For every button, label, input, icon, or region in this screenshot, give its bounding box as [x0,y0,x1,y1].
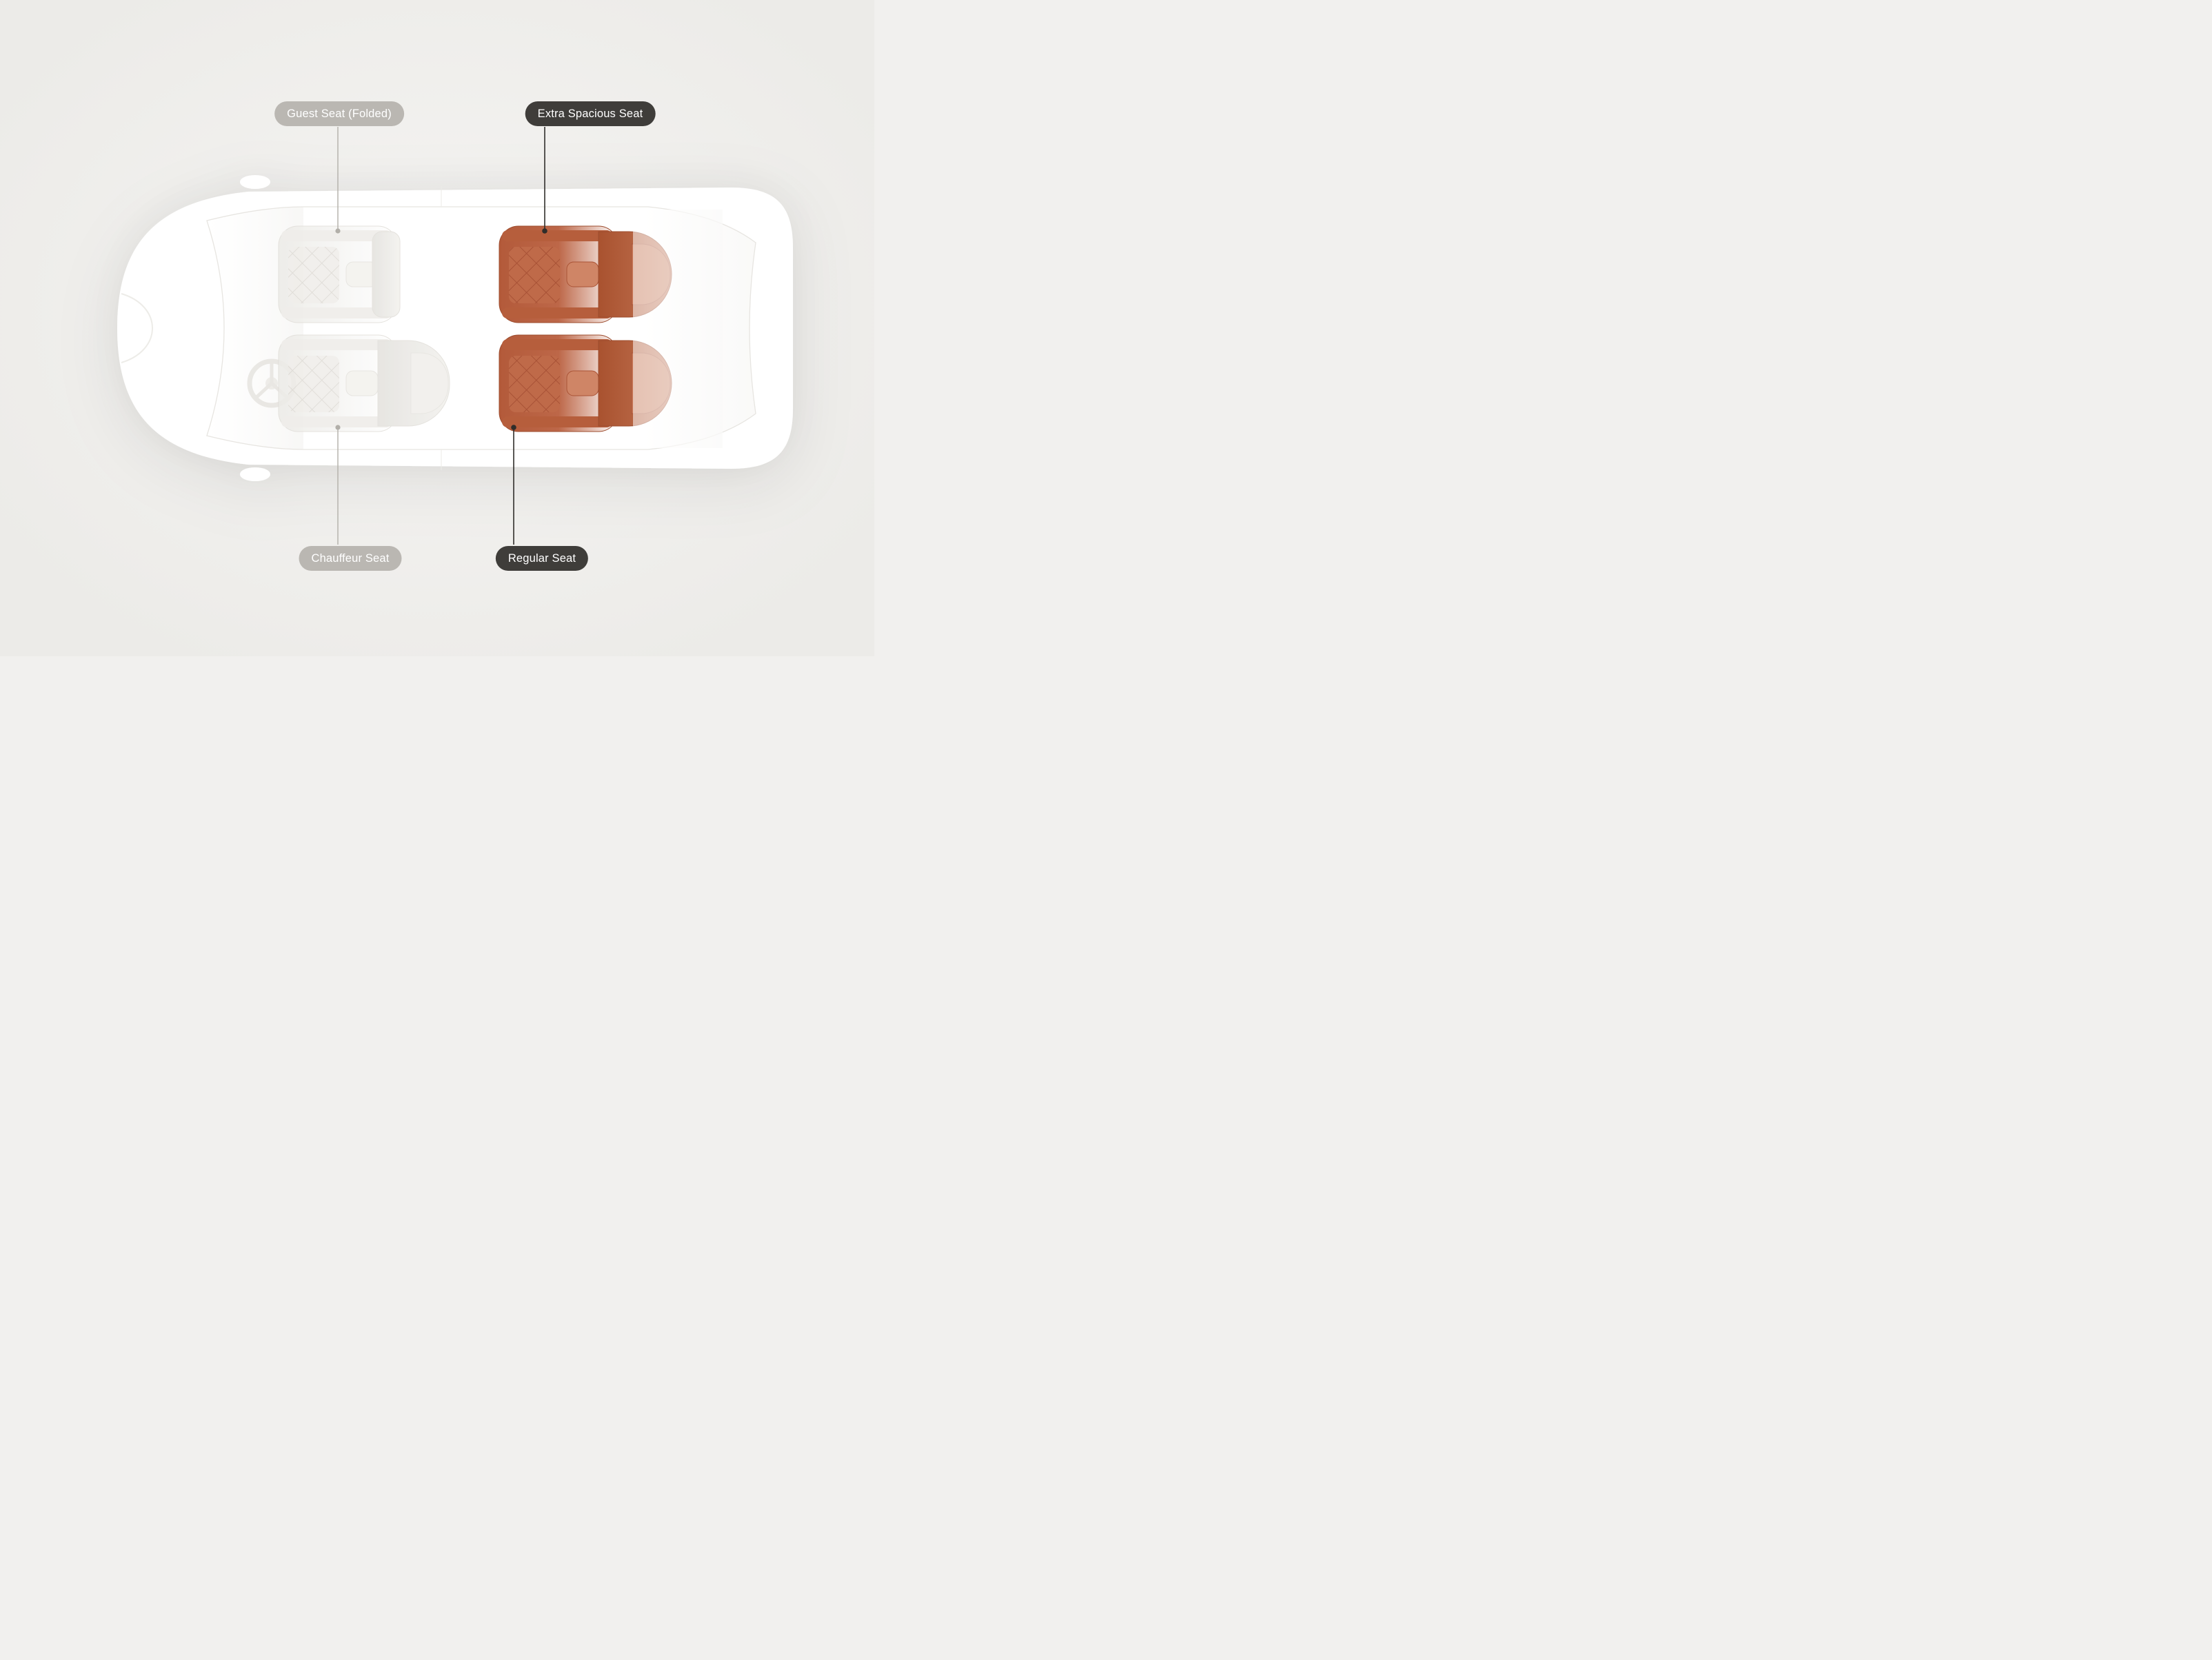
label-guest-seat: Guest Seat (Folded) [274,101,404,126]
label-chauffeur-seat: Chauffeur Seat [299,546,401,571]
seat-chauffeur [274,335,450,432]
seat-diagram: Guest Seat (Folded) Extra Spacious Seat … [0,0,874,656]
seat-guest-folded [274,226,400,323]
label-regular-seat: Regular Seat [496,546,588,571]
diagram-svg [0,0,874,656]
label-extra-spacious-seat: Extra Spacious Seat [525,101,656,126]
